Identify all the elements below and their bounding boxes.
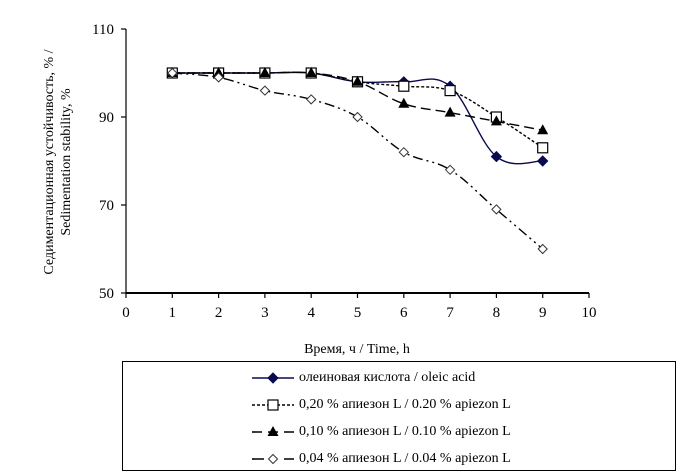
x-tick-label: 9: [539, 305, 547, 321]
x-tick-label: 2: [215, 305, 223, 321]
data-point-series-0: [536, 155, 549, 167]
data-point-series-2: [213, 67, 225, 77]
data-point-series-2: [398, 97, 410, 108]
legend-marker-icon: [267, 426, 279, 436]
series-line-3: [172, 72, 544, 250]
x-tick-label: 8: [493, 305, 501, 321]
y-tick-label: 90: [99, 110, 114, 126]
data-point-series-2: [352, 75, 363, 86]
x-tick-label: 6: [400, 305, 408, 321]
data-point-series-3: [305, 94, 317, 105]
y-axis-title-line2: Sedimentation stability, %: [59, 88, 74, 236]
data-point-series-3: [444, 164, 456, 176]
y-axis-title-line1: Седиментационная устойчивость, % /: [42, 49, 57, 274]
x-tick-label: 1: [169, 305, 177, 321]
data-point-series-3: [213, 72, 224, 83]
x-tick-label: 10: [582, 305, 597, 321]
y-ticks: 50 70 90 110: [92, 22, 126, 302]
data-point-series-1: [398, 80, 410, 92]
data-point-series-3: [167, 67, 178, 79]
x-tick-label: 7: [446, 305, 454, 321]
legend-swatch-icon: [252, 372, 294, 384]
legend: олеиновая кислота / oleic acid 0,20 % апи…: [122, 361, 676, 471]
legend-swatch-icon: [252, 399, 294, 411]
data-point-series-2: [305, 67, 317, 77]
data-point-series-2: [444, 106, 456, 117]
legend-marker-icon: [267, 372, 279, 384]
y-axis-title: Седиментационная устойчивость, % / Sedim…: [42, 49, 74, 274]
x-tick-label: 5: [354, 305, 362, 321]
series-lines: [172, 71, 544, 250]
legend-label: олеиновая кислота / oleic acid: [299, 370, 476, 385]
legend-marker-icon: [267, 399, 279, 411]
series-markers: [166, 67, 549, 255]
data-point-series-3: [537, 243, 548, 255]
y-tick-label: 110: [92, 22, 114, 38]
legend-label: 0,20 % апиезон L / 0.20 % apiezon L: [299, 397, 511, 412]
legend-swatch-icon: [252, 426, 294, 436]
x-tick-label: 4: [307, 305, 315, 321]
legend-item-1: 0,20 % апиезон L / 0.20 % apiezon L: [251, 394, 511, 416]
data-point-series-1: [537, 142, 549, 154]
legend-label: 0,10 % апиезон L / 0.10 % apiezon L: [299, 424, 511, 439]
x-tick-label: 0: [122, 305, 130, 321]
data-point-series-3: [491, 204, 502, 215]
legend-marker-icon: [267, 453, 279, 465]
data-point-series-2: [259, 67, 271, 77]
x-axis-title: Время, ч / Time, h: [304, 342, 410, 357]
x-tick-label: 3: [261, 305, 269, 321]
legend-label: 0,04 % апиезон L / 0.04 % apiezon L: [299, 451, 511, 466]
legend-item-2: 0,10 % апиезон L / 0.10 % apiezon L: [251, 421, 511, 443]
data-point-series-3: [352, 111, 363, 123]
y-tick-label: 50: [99, 286, 114, 302]
data-point-series-2: [537, 124, 549, 135]
y-tick-label: 70: [99, 198, 114, 214]
data-point-series-2: [490, 115, 502, 126]
data-point-series-1: [444, 84, 456, 97]
data-point-series-3: [259, 85, 271, 96]
data-point-series-3: [398, 146, 410, 158]
legend-swatch-icon: [252, 453, 294, 465]
data-point-series-0: [490, 150, 503, 163]
legend-item-3: 0,04 % апиезон L / 0.04 % apiezon L: [251, 448, 511, 470]
x-ticks: 0 1 2 3 4 5 6 7 8 9 10: [122, 293, 597, 321]
legend-item-0: олеиновая кислота / oleic acid: [251, 367, 475, 389]
